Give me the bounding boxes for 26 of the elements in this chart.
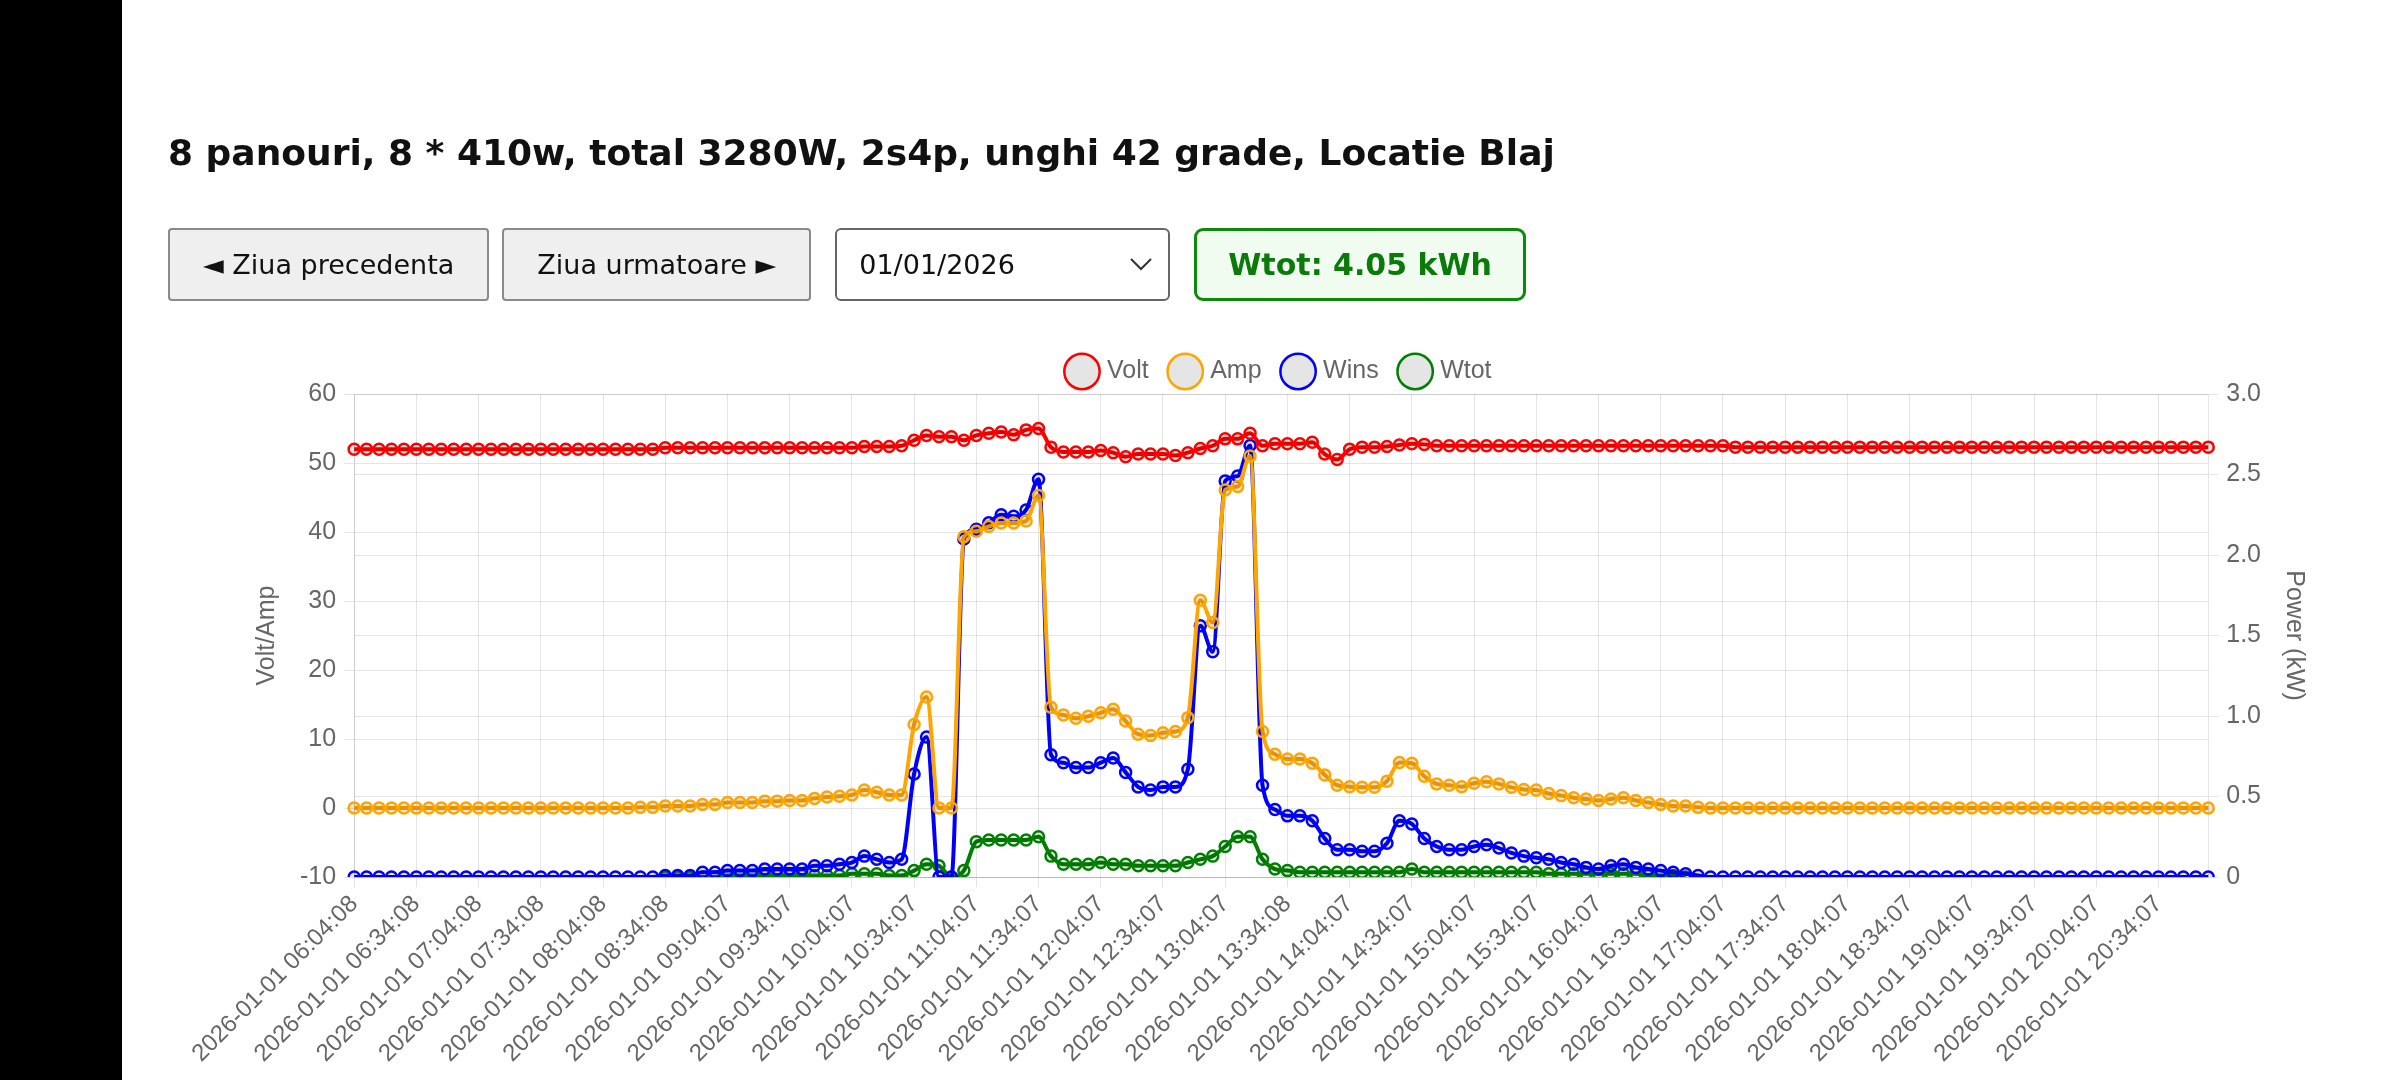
y-axis-title: Volt/Amp	[250, 585, 279, 686]
y-tick-label: 40	[308, 515, 337, 544]
y2-axis-title: Power (kW)	[2282, 570, 2311, 701]
legend-label: Wins	[1323, 355, 1379, 384]
date-select: 01/01/2026	[835, 228, 1171, 301]
energy-total-badge: Wtot: 4.05 kWh	[1194, 228, 1526, 301]
y-tick-label: 60	[308, 377, 337, 406]
y-tick-label: 0	[322, 791, 337, 820]
y-tick-label: -10	[299, 860, 337, 889]
y2-tick-label: 0.5	[2226, 780, 2262, 809]
legend-label: Volt	[1106, 355, 1149, 384]
y2-tick-label: 2.0	[2226, 538, 2262, 567]
chart-title: 8 panouri, 8 * 410w, total 3280W, 2s4p, unghi 42 grade, Locatie Blaj	[168, 132, 1555, 173]
y2-tick-label: 1.5	[2226, 619, 2262, 648]
y-tick-label: 10	[308, 722, 337, 751]
y2-tick-label: 2.5	[2226, 458, 2262, 487]
previous-day-button: ◄ Ziua precedenta	[168, 228, 490, 301]
legend-label: Amp	[1210, 355, 1262, 384]
y2-tick-label: 0	[2226, 860, 2241, 889]
y2-tick-label: 1.0	[2226, 699, 2262, 728]
legend-label: Wtot	[1440, 355, 1492, 384]
next-day-button: Ziua urmatoare ►	[502, 228, 812, 301]
y-tick-label: 30	[308, 584, 337, 613]
y2-tick-label: 3.0	[2226, 377, 2262, 406]
y-tick-label: 50	[308, 446, 337, 475]
y-tick-label: 20	[308, 653, 337, 682]
